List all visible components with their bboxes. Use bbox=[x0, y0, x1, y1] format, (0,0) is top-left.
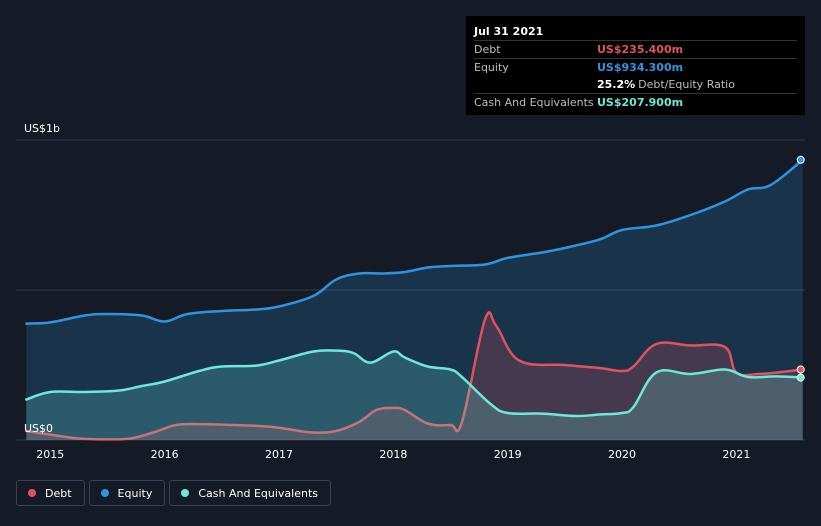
line-cash bbox=[25, 349, 804, 418]
x-tick-label-2018: 2018 bbox=[379, 448, 407, 461]
x-tick-label-2020: 2020 bbox=[608, 448, 636, 461]
legend-label-equity: Equity bbox=[117, 486, 153, 500]
x-tick-label-2019: 2019 bbox=[494, 448, 522, 461]
area-cash bbox=[26, 350, 803, 440]
area-debt bbox=[26, 312, 803, 440]
endpoint-equity bbox=[796, 155, 805, 164]
tooltip-equity-row: Equity US$934.300m bbox=[474, 58, 797, 76]
line-debt bbox=[25, 311, 804, 441]
tooltip-ratio-label: Debt/Equity Ratio bbox=[638, 78, 735, 91]
tooltip-cash-value: US$207.900m bbox=[597, 96, 684, 109]
line-equity bbox=[25, 158, 804, 325]
series-layer bbox=[25, 158, 804, 441]
legend-label-cash: Cash And Equivalents bbox=[198, 486, 318, 500]
tooltip-cash-label: Cash And Equivalents bbox=[474, 96, 594, 109]
legend-item-debt[interactable]: Debt bbox=[16, 480, 85, 506]
endpoint-markers bbox=[796, 155, 805, 382]
tooltip-ratio-value: 25.2% bbox=[597, 78, 636, 91]
tooltip-cash-row: Cash And Equivalents US$207.900m bbox=[474, 93, 797, 111]
tooltip-date: Jul 31 2021 bbox=[474, 25, 544, 38]
tooltip-debt-value: US$235.400m bbox=[597, 43, 684, 56]
legend-dot-debt-icon bbox=[28, 489, 36, 497]
x-tick-label-2016: 2016 bbox=[151, 448, 179, 461]
tooltip-debt-row: Debt US$235.400m bbox=[474, 40, 797, 58]
legend-item-equity[interactable]: Equity bbox=[88, 480, 166, 506]
legend-item-cash[interactable]: Cash And Equivalents bbox=[169, 480, 331, 506]
legend-dot-cash-icon bbox=[181, 489, 190, 497]
data-tooltip: Jul 31 2021 Debt US$235.400m Equity US$9… bbox=[466, 16, 805, 115]
legend-label-debt: Debt bbox=[45, 486, 72, 500]
endpoint-debt bbox=[796, 365, 805, 374]
y-axis-label-1: US$1b bbox=[24, 122, 60, 135]
tooltip-debt-label: Debt bbox=[474, 43, 501, 56]
x-tick-label-2021: 2021 bbox=[722, 448, 750, 461]
x-tick-label-2017: 2017 bbox=[265, 448, 293, 461]
axis-labels: US$0 US$1b 2015 2016 2017 2018 2019 2020 2021 bbox=[24, 122, 750, 461]
y-axis-label-0: US$0 bbox=[24, 422, 53, 435]
tooltip-equity-value: US$934.300m bbox=[597, 61, 684, 74]
grid-lines bbox=[16, 139, 805, 441]
x-tick-label-2015: 2015 bbox=[36, 448, 64, 461]
chart-legend: Debt Equity Cash And Equivalents bbox=[16, 480, 331, 506]
endpoint-cash bbox=[796, 373, 805, 382]
legend-dot-equity-icon bbox=[100, 489, 109, 497]
tooltip-equity-label: Equity bbox=[474, 61, 509, 74]
tooltip-ratio-row: 25.2% Debt/Equity Ratio bbox=[474, 76, 797, 93]
